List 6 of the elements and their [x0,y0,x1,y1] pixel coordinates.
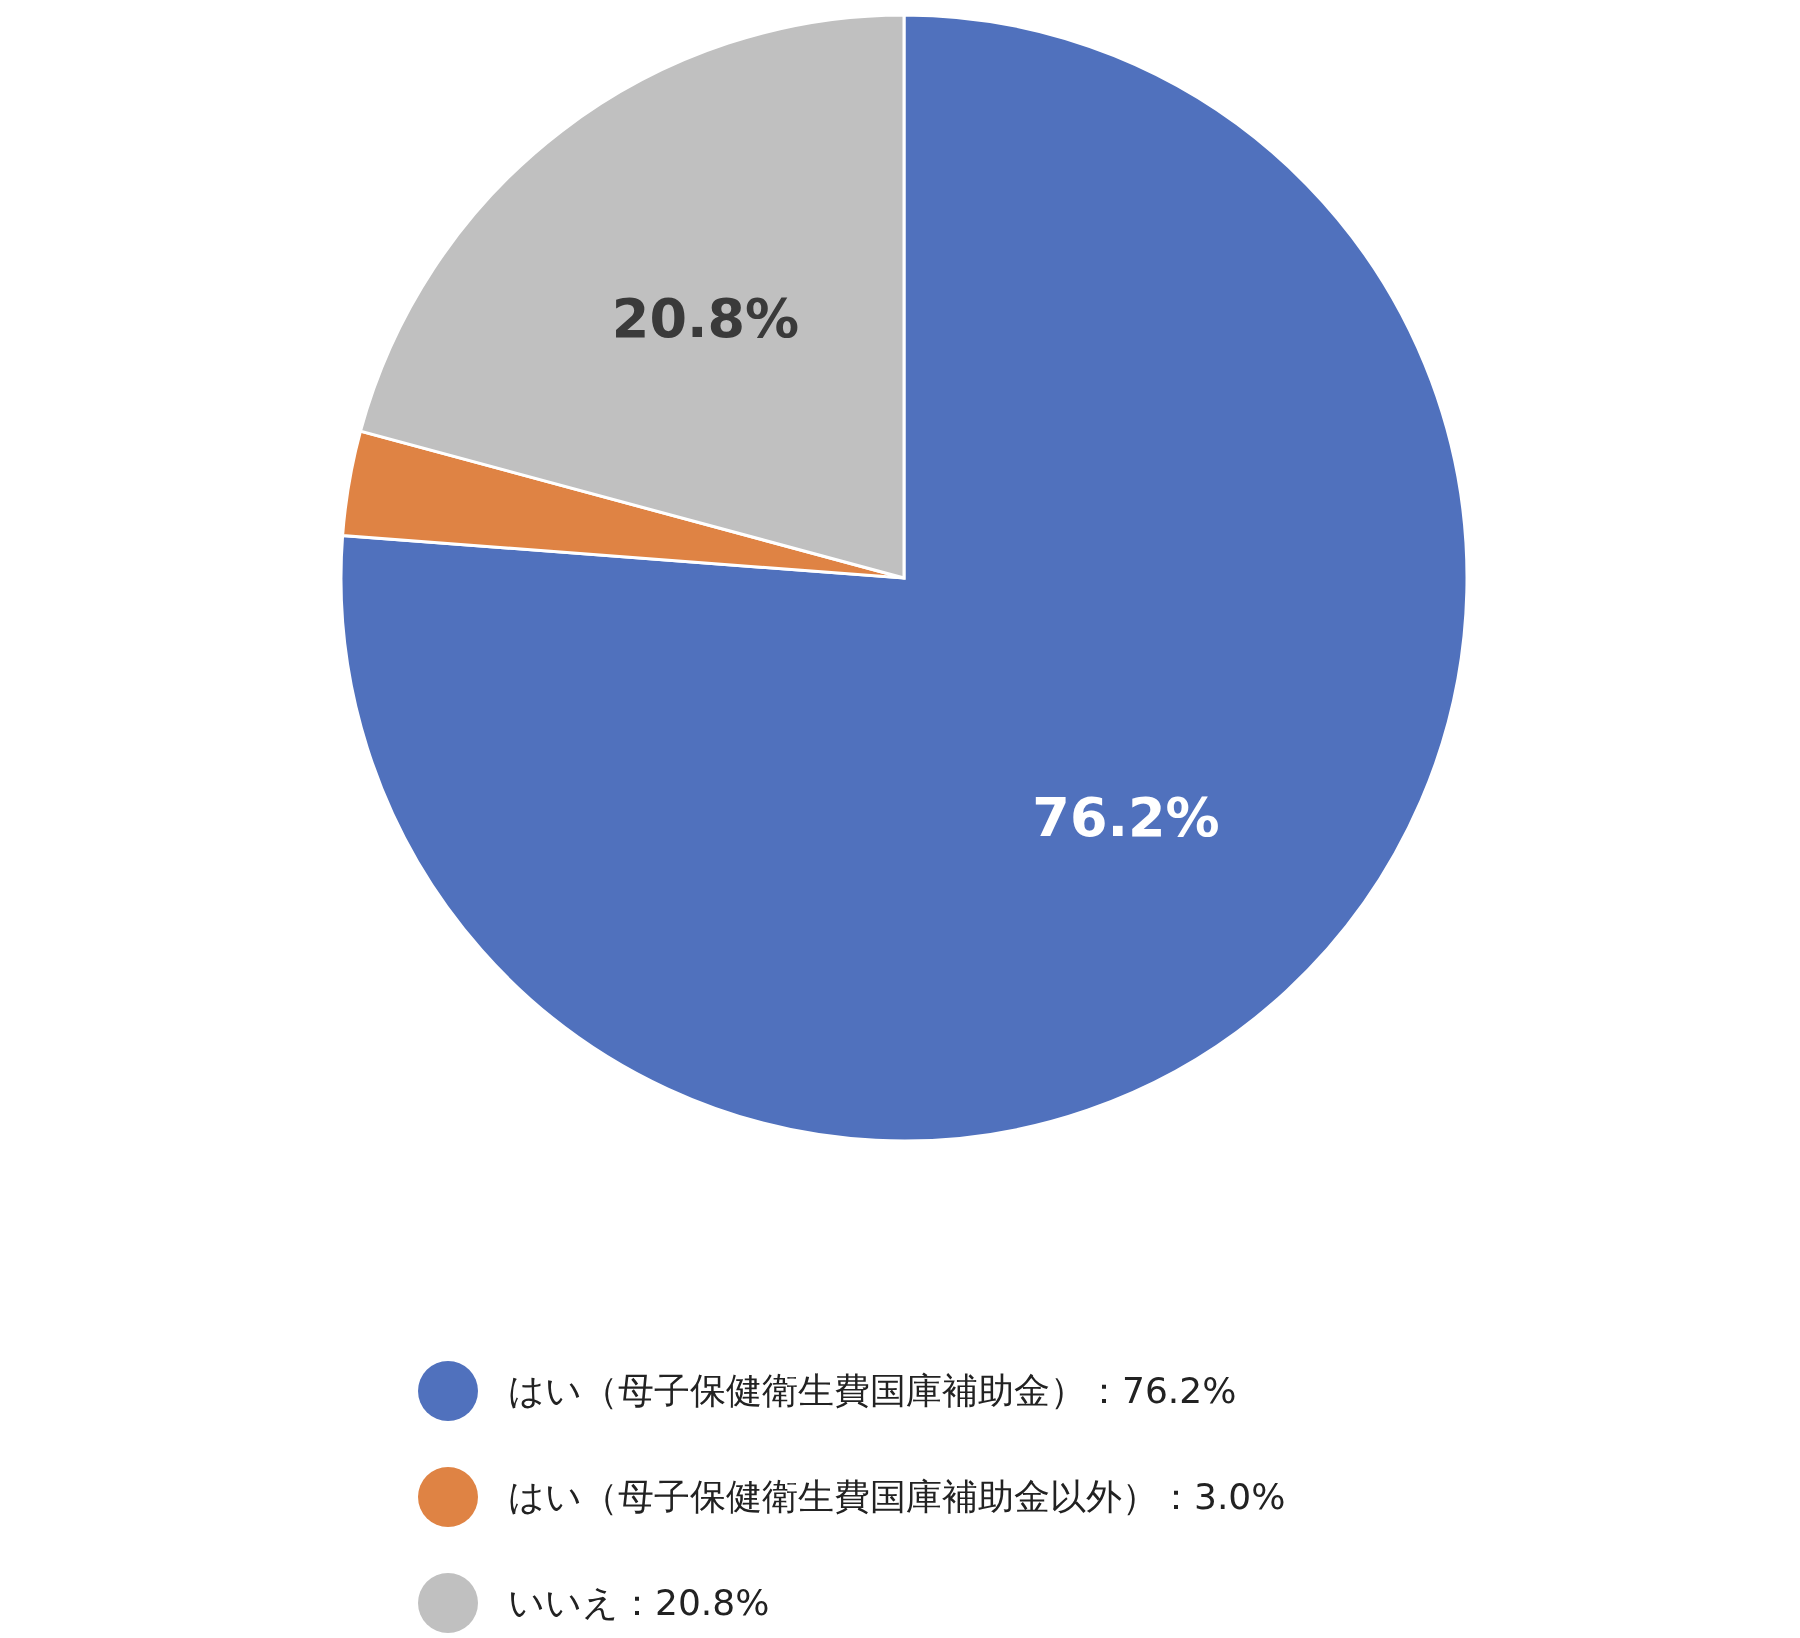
legend-label: いいえ：20.8% [508,1580,770,1625]
legend-label: はい（母子保健衛生費国庫補助金以外）：3.0% [508,1474,1286,1519]
data-label: 20.8% [611,287,800,351]
data-label: 76.2% [1032,785,1220,849]
pie-slice [340,13,1469,1143]
legend-label: はい（母子保健衛生費国庫補助金）：76.2% [508,1368,1237,1413]
